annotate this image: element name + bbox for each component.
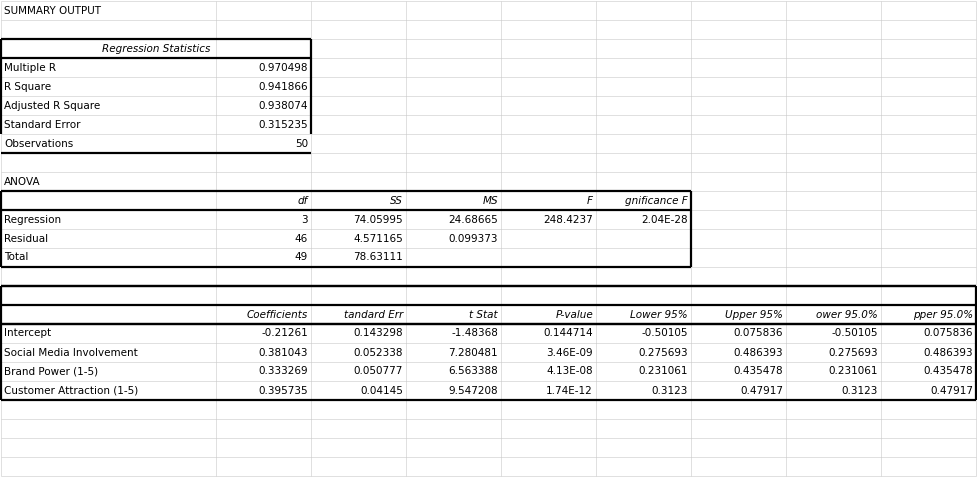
Text: 0.075836: 0.075836	[923, 328, 973, 338]
Text: 0.47917: 0.47917	[740, 385, 783, 395]
Text: Upper 95%: Upper 95%	[725, 309, 783, 320]
Text: 2.04E-28: 2.04E-28	[641, 215, 688, 224]
Text: 0.3123: 0.3123	[841, 385, 878, 395]
Text: -0.50105: -0.50105	[831, 328, 878, 338]
Text: 0.231061: 0.231061	[639, 366, 688, 377]
Text: 0.941866: 0.941866	[258, 82, 308, 91]
Text: Total: Total	[4, 252, 28, 263]
Text: t Stat: t Stat	[469, 309, 498, 320]
Text: 49: 49	[295, 252, 308, 263]
Text: 0.052338: 0.052338	[354, 348, 403, 357]
Text: Standard Error: Standard Error	[4, 119, 80, 130]
Text: Observations: Observations	[4, 138, 73, 148]
Text: 6.563388: 6.563388	[448, 366, 498, 377]
Text: 46: 46	[295, 234, 308, 244]
Text: 0.275693: 0.275693	[828, 348, 878, 357]
Text: 3: 3	[301, 215, 308, 224]
Text: Coefficients: Coefficients	[247, 309, 308, 320]
Text: df: df	[298, 195, 308, 206]
Text: 0.3123: 0.3123	[652, 385, 688, 395]
Text: 0.075836: 0.075836	[734, 328, 783, 338]
Text: 50: 50	[295, 138, 308, 148]
Text: 0.938074: 0.938074	[259, 101, 308, 110]
Text: 0.435478: 0.435478	[923, 366, 973, 377]
Text: -0.50105: -0.50105	[642, 328, 688, 338]
Text: 0.970498: 0.970498	[259, 62, 308, 73]
Text: 0.486393: 0.486393	[923, 348, 973, 357]
Text: Residual: Residual	[4, 234, 48, 244]
Text: gnificance F: gnificance F	[625, 195, 688, 206]
Text: P-value: P-value	[555, 309, 593, 320]
Text: 24.68665: 24.68665	[448, 215, 498, 224]
Text: R Square: R Square	[4, 82, 51, 91]
Text: -0.21261: -0.21261	[261, 328, 308, 338]
Text: SUMMARY OUTPUT: SUMMARY OUTPUT	[4, 5, 101, 16]
Text: 1.74E-12: 1.74E-12	[546, 385, 593, 395]
Text: 4.13E-08: 4.13E-08	[546, 366, 593, 377]
Text: 0.315235: 0.315235	[258, 119, 308, 130]
Text: ANOVA: ANOVA	[4, 176, 41, 187]
Text: 0.395735: 0.395735	[258, 385, 308, 395]
Text: 248.4237: 248.4237	[543, 215, 593, 224]
Text: Adjusted R Square: Adjusted R Square	[4, 101, 101, 110]
Text: Regression: Regression	[4, 215, 62, 224]
Text: MS: MS	[483, 195, 498, 206]
Text: F: F	[587, 195, 593, 206]
Text: Customer Attraction (1-5): Customer Attraction (1-5)	[4, 385, 139, 395]
Text: SS: SS	[390, 195, 403, 206]
Text: 0.486393: 0.486393	[734, 348, 783, 357]
Text: 0.435478: 0.435478	[734, 366, 783, 377]
Text: 4.571165: 4.571165	[354, 234, 403, 244]
Text: 78.63111: 78.63111	[354, 252, 403, 263]
Text: 0.143298: 0.143298	[354, 328, 403, 338]
Text: 3.46E-09: 3.46E-09	[546, 348, 593, 357]
Text: Intercept: Intercept	[4, 328, 51, 338]
Text: 0.231061: 0.231061	[828, 366, 878, 377]
Text: 74.05995: 74.05995	[354, 215, 403, 224]
Text: Multiple R: Multiple R	[4, 62, 56, 73]
Text: 0.47917: 0.47917	[930, 385, 973, 395]
Text: 0.099373: 0.099373	[448, 234, 498, 244]
Text: Brand Power (1-5): Brand Power (1-5)	[4, 366, 98, 377]
Text: pper 95.0%: pper 95.0%	[913, 309, 973, 320]
Text: -1.48368: -1.48368	[451, 328, 498, 338]
Text: tandard Err: tandard Err	[344, 309, 403, 320]
Text: Regression Statistics: Regression Statistics	[102, 44, 210, 54]
Text: 0.04145: 0.04145	[361, 385, 403, 395]
Text: 0.144714: 0.144714	[543, 328, 593, 338]
Text: Social Media Involvement: Social Media Involvement	[4, 348, 138, 357]
Text: 0.275693: 0.275693	[638, 348, 688, 357]
Text: Lower 95%: Lower 95%	[630, 309, 688, 320]
Text: 0.333269: 0.333269	[258, 366, 308, 377]
Text: 0.381043: 0.381043	[259, 348, 308, 357]
Text: 7.280481: 7.280481	[448, 348, 498, 357]
Text: ower 95.0%: ower 95.0%	[816, 309, 878, 320]
Text: 9.547208: 9.547208	[448, 385, 498, 395]
Text: 0.050777: 0.050777	[354, 366, 403, 377]
